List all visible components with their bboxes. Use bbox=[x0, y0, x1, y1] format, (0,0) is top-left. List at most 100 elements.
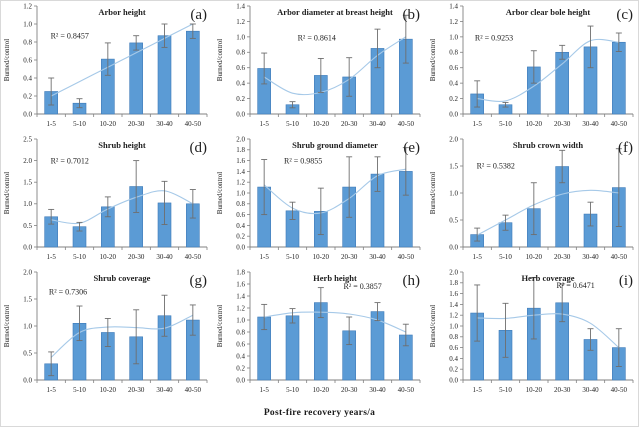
x-tick-label: 30-40 bbox=[369, 386, 386, 394]
r2-label: R² = 0.8457 bbox=[51, 31, 89, 40]
r2-label: R² = 0.9253 bbox=[475, 34, 513, 43]
y-tick-label: 1.5 bbox=[449, 162, 458, 170]
y-tick-label: 0.0 bbox=[23, 110, 32, 118]
y-tick-label: 0.8 bbox=[236, 49, 245, 57]
chart-panel-i: 0.0 0.2 0.4 0.6 0.8 1.0 1.2 1.4 1.6 1.8 2.0 1-5 5-10… bbox=[427, 267, 638, 400]
y-tick-label: 0.8 bbox=[236, 328, 245, 336]
y-axis-label: Burned/control bbox=[429, 39, 437, 81]
chart-panel-c: 0.0 0.2 0.4 0.6 0.8 1.0 1.2 1.4 1-5 5-10 10-20 20-3… bbox=[427, 1, 638, 134]
y-tick-label: 0.4 bbox=[236, 222, 245, 230]
y-tick-label: 0.4 bbox=[236, 352, 245, 360]
x-tick-label: 10-20 bbox=[100, 120, 117, 128]
y-tick-label: 0.5 bbox=[23, 222, 32, 230]
x-tick-label: 30-40 bbox=[156, 386, 173, 394]
chart-svg-i: 0.0 0.2 0.4 0.6 0.8 1.0 1.2 1.4 1.6 1.8 2.0 1-5 5-10… bbox=[429, 268, 634, 394]
trend-line bbox=[477, 38, 619, 102]
x-tick-label: 20-30 bbox=[341, 386, 358, 394]
y-tick-label: 1.8 bbox=[449, 279, 458, 287]
panel-letter: (i) bbox=[619, 273, 633, 289]
panel-title: Arbor clear bole height bbox=[506, 7, 591, 17]
y-tick-label: 0.6 bbox=[236, 340, 245, 348]
x-tick-label: 40-50 bbox=[611, 386, 628, 394]
y-tick-label: 1.6 bbox=[236, 280, 245, 288]
y-tick-label: 0.2 bbox=[236, 364, 245, 372]
x-tick-label: 5-10 bbox=[499, 120, 512, 128]
x-tick-label: 10-20 bbox=[313, 253, 330, 261]
y-tick-label: 0.2 bbox=[449, 95, 458, 103]
y-tick-label: 1.2 bbox=[449, 312, 458, 320]
chart-panel-d: 0.0 0.5 1.0 1.5 2.0 2.5 1-5 5-10 10-20 20-30 30-40… bbox=[1, 134, 214, 267]
x-tick-label: 1-5 bbox=[472, 386, 482, 394]
x-tick-label: 5-10 bbox=[286, 120, 299, 128]
y-tick-label: 0.0 bbox=[449, 110, 458, 118]
panel-title: Herb height bbox=[313, 273, 357, 283]
x-tick-label: 30-40 bbox=[369, 253, 386, 261]
x-tick-label: 40-50 bbox=[611, 120, 628, 128]
y-tick-label: 0.2 bbox=[236, 233, 245, 241]
trend-line bbox=[51, 190, 194, 225]
panel-title: Shrub crown width bbox=[513, 140, 583, 150]
x-tick-label: 10-20 bbox=[526, 253, 543, 261]
x-tick-label: 10-20 bbox=[313, 120, 330, 128]
y-tick-label: 2.0 bbox=[23, 268, 32, 276]
trend-line bbox=[50, 314, 194, 358]
x-tick-label: 5-10 bbox=[499, 253, 512, 261]
y-tick-label: 0.0 bbox=[23, 243, 32, 251]
y-tick-label: 1.8 bbox=[236, 146, 245, 154]
y-tick-label: 0.6 bbox=[449, 64, 458, 72]
r2-label: R² = 0.7012 bbox=[51, 157, 89, 166]
x-tick-label: 20-30 bbox=[554, 386, 571, 394]
x-tick-label: 5-10 bbox=[499, 386, 512, 394]
x-tick-label: 20-30 bbox=[341, 120, 358, 128]
x-tick-label: 30-40 bbox=[582, 253, 599, 261]
x-tick-label: 40-50 bbox=[398, 120, 415, 128]
chart-svg-f: 0.0 0.5 1.0 1.5 2.0 1-5 5-10 10-20 20-30 30-40 40-… bbox=[429, 135, 634, 261]
y-tick-label: 1.4 bbox=[236, 292, 245, 300]
y-tick-label: 0.6 bbox=[236, 64, 245, 72]
x-tick-label: 1-5 bbox=[46, 386, 56, 394]
y-tick-label: 1.2 bbox=[449, 18, 458, 26]
trend-line bbox=[477, 313, 620, 349]
panel-title: Shrub coverage bbox=[94, 273, 151, 283]
y-tick-label: 1.0 bbox=[23, 322, 32, 330]
y-tick-label: 1.8 bbox=[236, 268, 245, 276]
x-tick-label: 30-40 bbox=[156, 253, 173, 261]
panel-title: Arbor height bbox=[98, 7, 145, 17]
panel-letter: (h) bbox=[403, 273, 421, 289]
y-tick-label: 0.8 bbox=[23, 38, 32, 46]
y-tick-label: 0.0 bbox=[236, 243, 245, 251]
panel-letter: (c) bbox=[616, 7, 633, 23]
y-tick-label: 0.6 bbox=[449, 344, 458, 352]
x-tick-label: 20-30 bbox=[128, 120, 145, 128]
y-tick-label: 0.0 bbox=[449, 243, 458, 251]
x-tick-label: 40-50 bbox=[611, 253, 628, 261]
x-tick-label: 40-50 bbox=[398, 253, 415, 261]
x-tick-label: 40-50 bbox=[185, 120, 202, 128]
y-tick-label: 0.0 bbox=[23, 376, 32, 384]
y-tick-label: 0.5 bbox=[23, 349, 32, 357]
panel-letter: (b) bbox=[403, 7, 421, 23]
r2-label: R² = 0.7306 bbox=[49, 288, 87, 297]
chart-panel-b: 0.0 0.2 0.4 0.6 0.8 1.0 1.2 1.4 1-5 5-10 10-20 20-3… bbox=[214, 1, 427, 134]
chart-panel-g: 0.0 0.5 1.0 1.5 2.0 1-5 5-10 10-20 20-30 30-40 40-… bbox=[1, 267, 214, 400]
r2-label: R² = 0.5382 bbox=[477, 162, 515, 171]
y-tick-label: 1.0 bbox=[236, 189, 245, 197]
y-tick-label: 1.6 bbox=[236, 157, 245, 165]
y-tick-label: 1.0 bbox=[236, 33, 245, 41]
bar-20-30 bbox=[129, 42, 143, 115]
chart-panel-e: 0.0 0.2 0.4 0.6 0.8 1.0 1.2 1.4 1.6 1.8 2.0 1-5 5-10… bbox=[214, 134, 427, 267]
y-tick-label: 0.2 bbox=[236, 95, 245, 103]
panel-letter: (d) bbox=[190, 140, 208, 156]
x-tick-label: 5-10 bbox=[73, 386, 86, 394]
x-tick-label: 1-5 bbox=[259, 386, 269, 394]
r2-label: R² = 0.8614 bbox=[298, 34, 336, 43]
x-tick-label: 20-30 bbox=[554, 253, 571, 261]
x-tick-label: 1-5 bbox=[46, 120, 56, 128]
panel-title: Arbor diameter at breast height bbox=[277, 7, 393, 17]
y-tick-label: 2.0 bbox=[23, 157, 32, 165]
x-tick-label: 5-10 bbox=[286, 253, 299, 261]
chart-svg-d: 0.0 0.5 1.0 1.5 2.0 2.5 1-5 5-10 10-20 20-30 30-40… bbox=[3, 135, 208, 261]
panel-letter: (f) bbox=[618, 140, 633, 156]
chart-svg-a: 0.0 0.2 0.4 0.6 0.8 1.0 1.2 1-5 5-10 10-20 20-30 30… bbox=[3, 2, 208, 128]
y-tick-label: 2.0 bbox=[449, 135, 458, 143]
